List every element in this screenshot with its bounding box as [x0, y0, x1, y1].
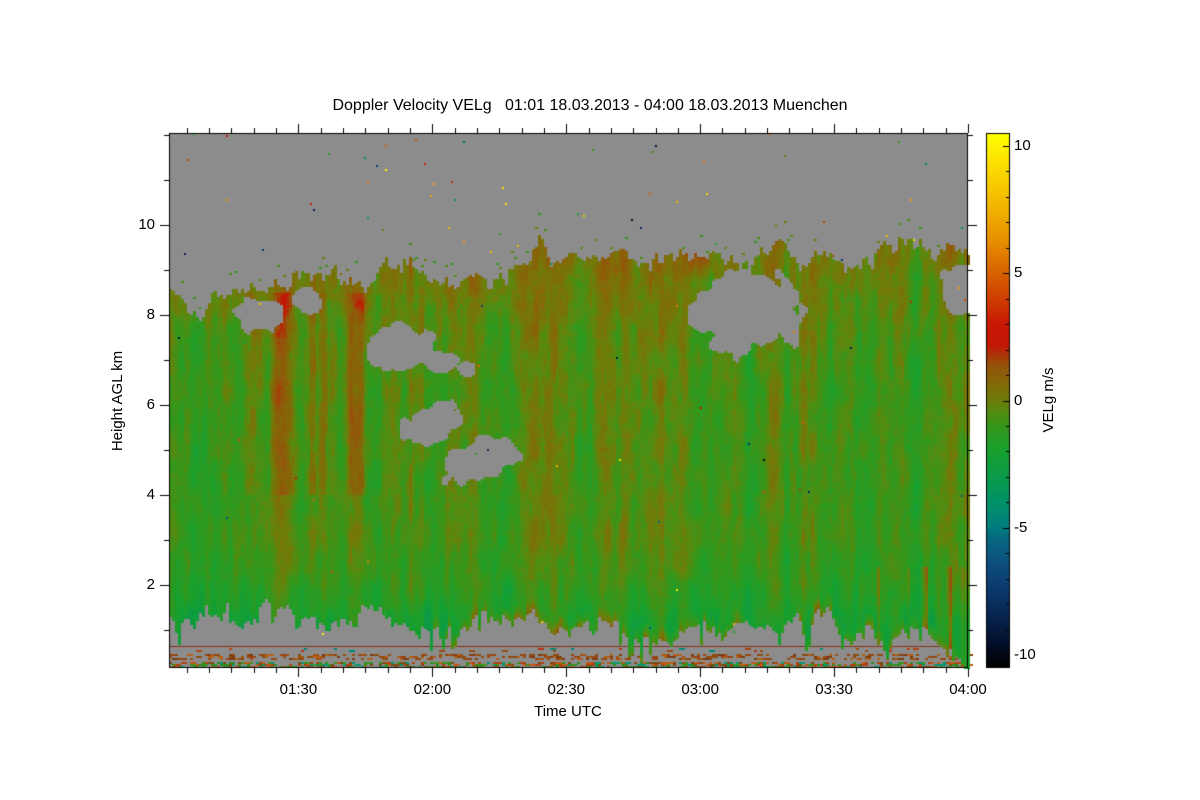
x-tick-label: 02:30	[547, 681, 586, 698]
chart-title: Doppler Velocity VELg 01:01 18.03.2013 -…	[332, 97, 848, 114]
x-tick-label: 03:30	[815, 681, 853, 698]
y-tick-label: 6	[146, 395, 155, 413]
colorbar-tick-label: 10	[1014, 136, 1031, 154]
colorbar-tick-label: -5	[1014, 518, 1028, 536]
x-tick-label: 01:30	[279, 681, 318, 698]
y-tick-label: 10	[138, 215, 155, 233]
colorbar-tick-label: 5	[1014, 264, 1023, 282]
x-tick-label: 04:00	[949, 681, 987, 698]
y-tick-label: 2	[146, 575, 155, 593]
colorbar-tick-label: -10	[1014, 646, 1036, 664]
y-tick-label: 8	[146, 305, 155, 323]
x-tick-label: 02:00	[413, 681, 452, 698]
colorbar-tick-label: 0	[1014, 391, 1023, 409]
x-tick-label: 03:00	[681, 681, 719, 698]
x-axis-label: Time UTC	[534, 703, 602, 720]
y-tick-label: 4	[146, 485, 155, 503]
